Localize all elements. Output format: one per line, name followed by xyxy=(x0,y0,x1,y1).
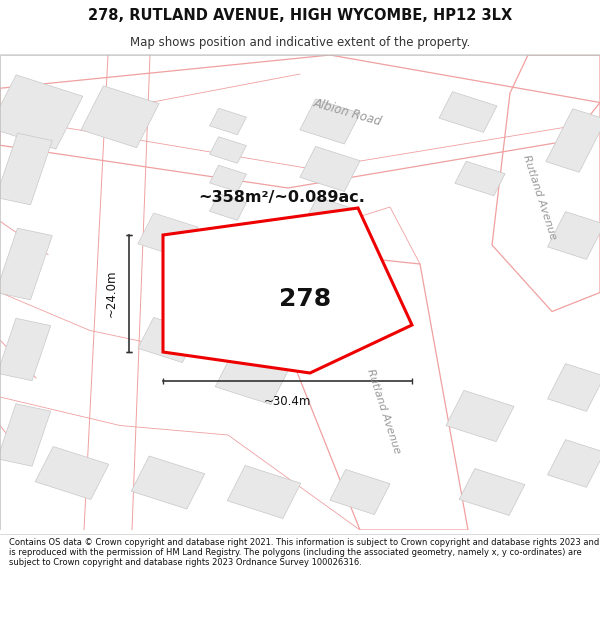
Polygon shape xyxy=(35,446,109,499)
Polygon shape xyxy=(0,228,52,300)
Polygon shape xyxy=(0,75,83,149)
Polygon shape xyxy=(209,108,247,135)
Polygon shape xyxy=(455,161,505,196)
Polygon shape xyxy=(163,208,412,373)
Polygon shape xyxy=(138,213,198,258)
Polygon shape xyxy=(548,439,600,488)
Text: Rutland Avenue: Rutland Avenue xyxy=(365,368,403,455)
Polygon shape xyxy=(209,194,247,220)
Polygon shape xyxy=(138,318,198,362)
Text: ~24.0m: ~24.0m xyxy=(104,270,118,318)
Polygon shape xyxy=(300,146,360,191)
Polygon shape xyxy=(304,197,356,236)
Polygon shape xyxy=(459,469,525,516)
Text: Map shows position and indicative extent of the property.: Map shows position and indicative extent… xyxy=(130,36,470,49)
Polygon shape xyxy=(0,133,52,205)
Polygon shape xyxy=(131,456,205,509)
Polygon shape xyxy=(0,404,51,466)
Polygon shape xyxy=(548,212,600,259)
Text: Rutland Avenue: Rutland Avenue xyxy=(521,154,559,241)
Text: ~358m²/~0.089ac.: ~358m²/~0.089ac. xyxy=(198,190,365,205)
Polygon shape xyxy=(548,364,600,411)
Polygon shape xyxy=(330,469,390,514)
Polygon shape xyxy=(546,109,600,172)
Text: Contains OS data © Crown copyright and database right 2021. This information is : Contains OS data © Crown copyright and d… xyxy=(9,538,599,568)
Polygon shape xyxy=(446,391,514,442)
Polygon shape xyxy=(439,92,497,132)
Polygon shape xyxy=(215,351,289,404)
Polygon shape xyxy=(222,241,282,286)
Text: 278: 278 xyxy=(279,287,331,311)
Polygon shape xyxy=(81,86,159,148)
Text: Albion Road: Albion Road xyxy=(312,96,384,128)
Polygon shape xyxy=(209,137,247,163)
Text: ~30.4m: ~30.4m xyxy=(264,396,311,408)
Polygon shape xyxy=(209,165,247,192)
Polygon shape xyxy=(0,318,51,381)
Polygon shape xyxy=(300,99,360,144)
Polygon shape xyxy=(227,466,301,519)
Text: 278, RUTLAND AVENUE, HIGH WYCOMBE, HP12 3LX: 278, RUTLAND AVENUE, HIGH WYCOMBE, HP12 … xyxy=(88,8,512,23)
